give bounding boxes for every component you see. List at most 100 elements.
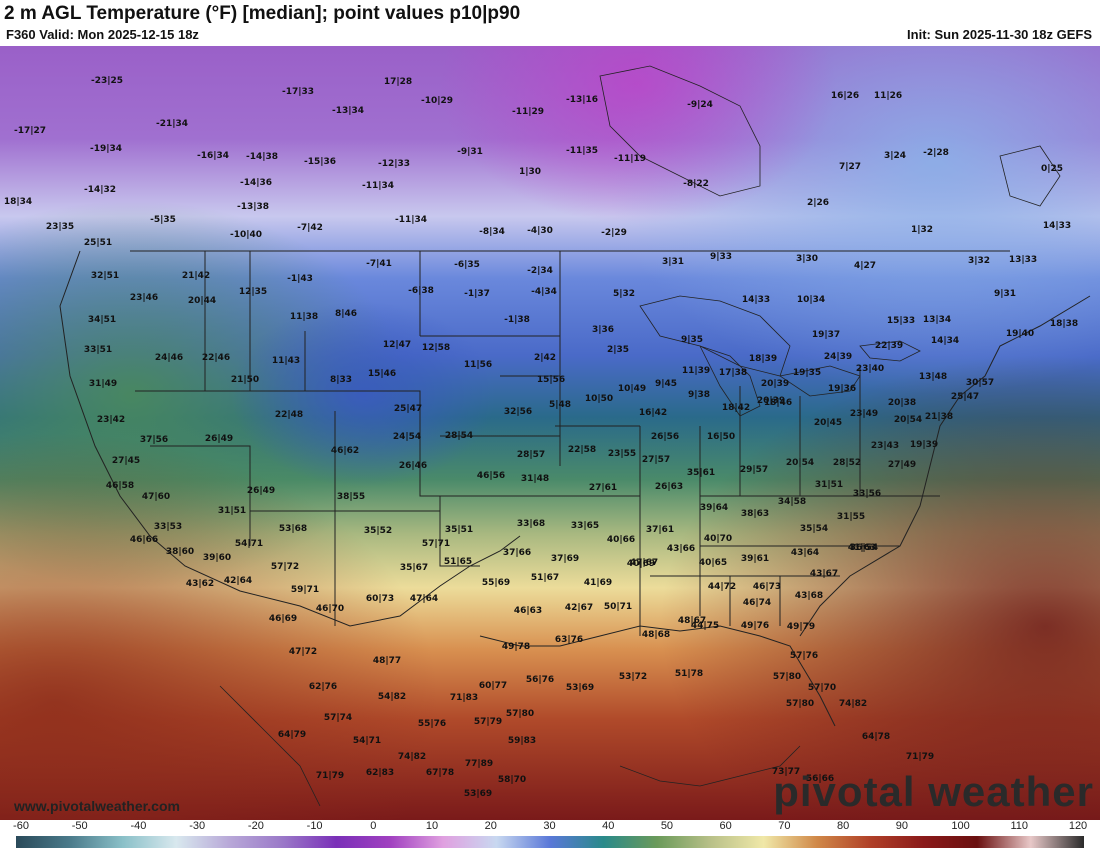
scale-tick: -60 <box>13 820 29 832</box>
point-value: 28|52 <box>832 458 862 468</box>
point-value: 27|49 <box>887 460 917 470</box>
point-value: 54|82 <box>377 692 407 702</box>
point-value: 47|72 <box>288 647 318 657</box>
point-value: 36|54 <box>849 543 879 553</box>
point-value: 1|30 <box>518 167 542 177</box>
point-value: 26|46 <box>398 461 428 471</box>
point-value: 53|68 <box>278 524 308 534</box>
point-value: 57|70 <box>807 683 837 693</box>
point-value: 71|83 <box>449 693 479 703</box>
point-value: -13|34 <box>331 106 365 116</box>
point-value: 35|51 <box>444 525 474 535</box>
point-value: -5|35 <box>150 215 176 225</box>
point-value: 22|46 <box>201 353 231 363</box>
point-value: 23|42 <box>96 415 126 425</box>
point-value: -11|34 <box>361 181 395 191</box>
point-value: 23|49 <box>849 409 879 419</box>
point-value: 51|67 <box>530 573 560 583</box>
point-value: -14|38 <box>245 152 279 162</box>
temperature-map[interactable]: -23|25 -17|27 -19|34 -14|32 18|34 23|35 -21|34… <box>0 46 1100 820</box>
point-value: 19|36 <box>827 384 857 394</box>
point-value: 40|70 <box>703 534 733 544</box>
point-value: 39|60 <box>202 553 232 563</box>
scale-tick: 60 <box>719 820 732 832</box>
point-value: -6|38 <box>408 286 434 296</box>
point-value: 57|80 <box>785 699 815 709</box>
point-value: -4|34 <box>531 287 557 297</box>
valid-time: F360 Valid: Mon 2025-12-15 18z <box>6 27 199 42</box>
point-value: 3|31 <box>661 257 685 267</box>
point-value: 11|38 <box>289 312 319 322</box>
point-value: 34|51 <box>87 315 117 325</box>
map-header: 2 m AGL Temperature (°F) [median]; point… <box>0 0 1100 46</box>
point-value: 15|33 <box>886 316 916 326</box>
point-value: 38|55 <box>336 492 366 502</box>
point-value: 50|71 <box>603 602 633 612</box>
point-value: -21|34 <box>155 119 189 129</box>
point-value: 25|47 <box>950 392 980 402</box>
point-value: 22|48 <box>274 410 304 420</box>
point-value: -1|37 <box>464 289 490 299</box>
point-value: 29|57 <box>739 465 769 475</box>
point-value: -15|36 <box>303 157 337 167</box>
point-value: 46|69 <box>268 614 298 624</box>
point-value: 57|71 <box>421 539 451 549</box>
point-value: 33|56 <box>852 489 882 499</box>
point-value: 46|58 <box>105 481 135 491</box>
point-value: 57|76 <box>789 651 819 661</box>
point-value: 12|35 <box>238 287 268 297</box>
point-value: 35|54 <box>799 524 829 534</box>
point-value: 58|70 <box>497 775 527 785</box>
site-url[interactable]: www.pivotalweather.com <box>14 798 180 814</box>
point-value: 42|67 <box>564 603 594 613</box>
scale-tick: -20 <box>247 820 264 832</box>
point-value: 37|61 <box>645 525 675 535</box>
point-value: 32|51 <box>90 271 120 281</box>
point-value: 48|77 <box>372 656 402 666</box>
point-value: 28|54 <box>444 431 474 441</box>
point-value: 40|65 <box>698 558 728 568</box>
point-value: 8|33 <box>329 375 353 385</box>
point-value: 0|25 <box>1040 164 1064 174</box>
point-value: 43|64 <box>790 548 820 558</box>
point-value: 27|45 <box>111 456 141 466</box>
point-value: 73|77 <box>771 767 801 777</box>
point-value: 12|58 <box>421 343 451 353</box>
point-value: 56|76 <box>525 675 555 685</box>
point-value: 37|69 <box>550 554 580 564</box>
point-value: 43|68 <box>794 591 824 601</box>
point-value: 44|72 <box>707 582 737 592</box>
point-value: 51|78 <box>674 669 704 679</box>
point-value: 60|77 <box>478 681 508 691</box>
point-value: 32|56 <box>503 407 533 417</box>
point-value: 21|42 <box>181 271 211 281</box>
point-value: 46|66 <box>129 535 159 545</box>
point-value: 38|63 <box>740 509 770 519</box>
point-value: 33|68 <box>516 519 546 529</box>
point-value: 63|76 <box>554 635 584 645</box>
point-value: 16|26 <box>830 91 860 101</box>
point-value: 10|49 <box>617 384 647 394</box>
point-value: 20|38 <box>887 398 917 408</box>
point-value: 14|33 <box>1042 221 1072 231</box>
point-value: 38|60 <box>165 547 195 557</box>
point-value: 37|66 <box>502 548 532 558</box>
init-time: Init: Sun 2025-11-30 18z GEFS <box>907 27 1092 42</box>
point-value: 71|79 <box>905 752 935 762</box>
point-value: 25|51 <box>83 238 113 248</box>
point-value: 41|63 <box>847 543 877 553</box>
point-value: -8|34 <box>479 227 505 237</box>
point-value: 18|46 <box>763 398 793 408</box>
point-value: 57|80 <box>505 709 535 719</box>
point-value: -11|35 <box>565 146 599 156</box>
point-value: -1|43 <box>287 274 313 284</box>
point-value: 48|68 <box>641 630 671 640</box>
scale-tick: 80 <box>836 820 850 832</box>
point-value: 19|35 <box>792 368 822 378</box>
point-value: 25|47 <box>393 404 423 414</box>
scale-tick: 30 <box>543 820 556 832</box>
point-value: 34|58 <box>777 497 807 507</box>
point-value: 20|39 <box>756 396 786 406</box>
scale-tick: 40 <box>602 820 615 832</box>
point-value: 22|39 <box>874 341 904 351</box>
